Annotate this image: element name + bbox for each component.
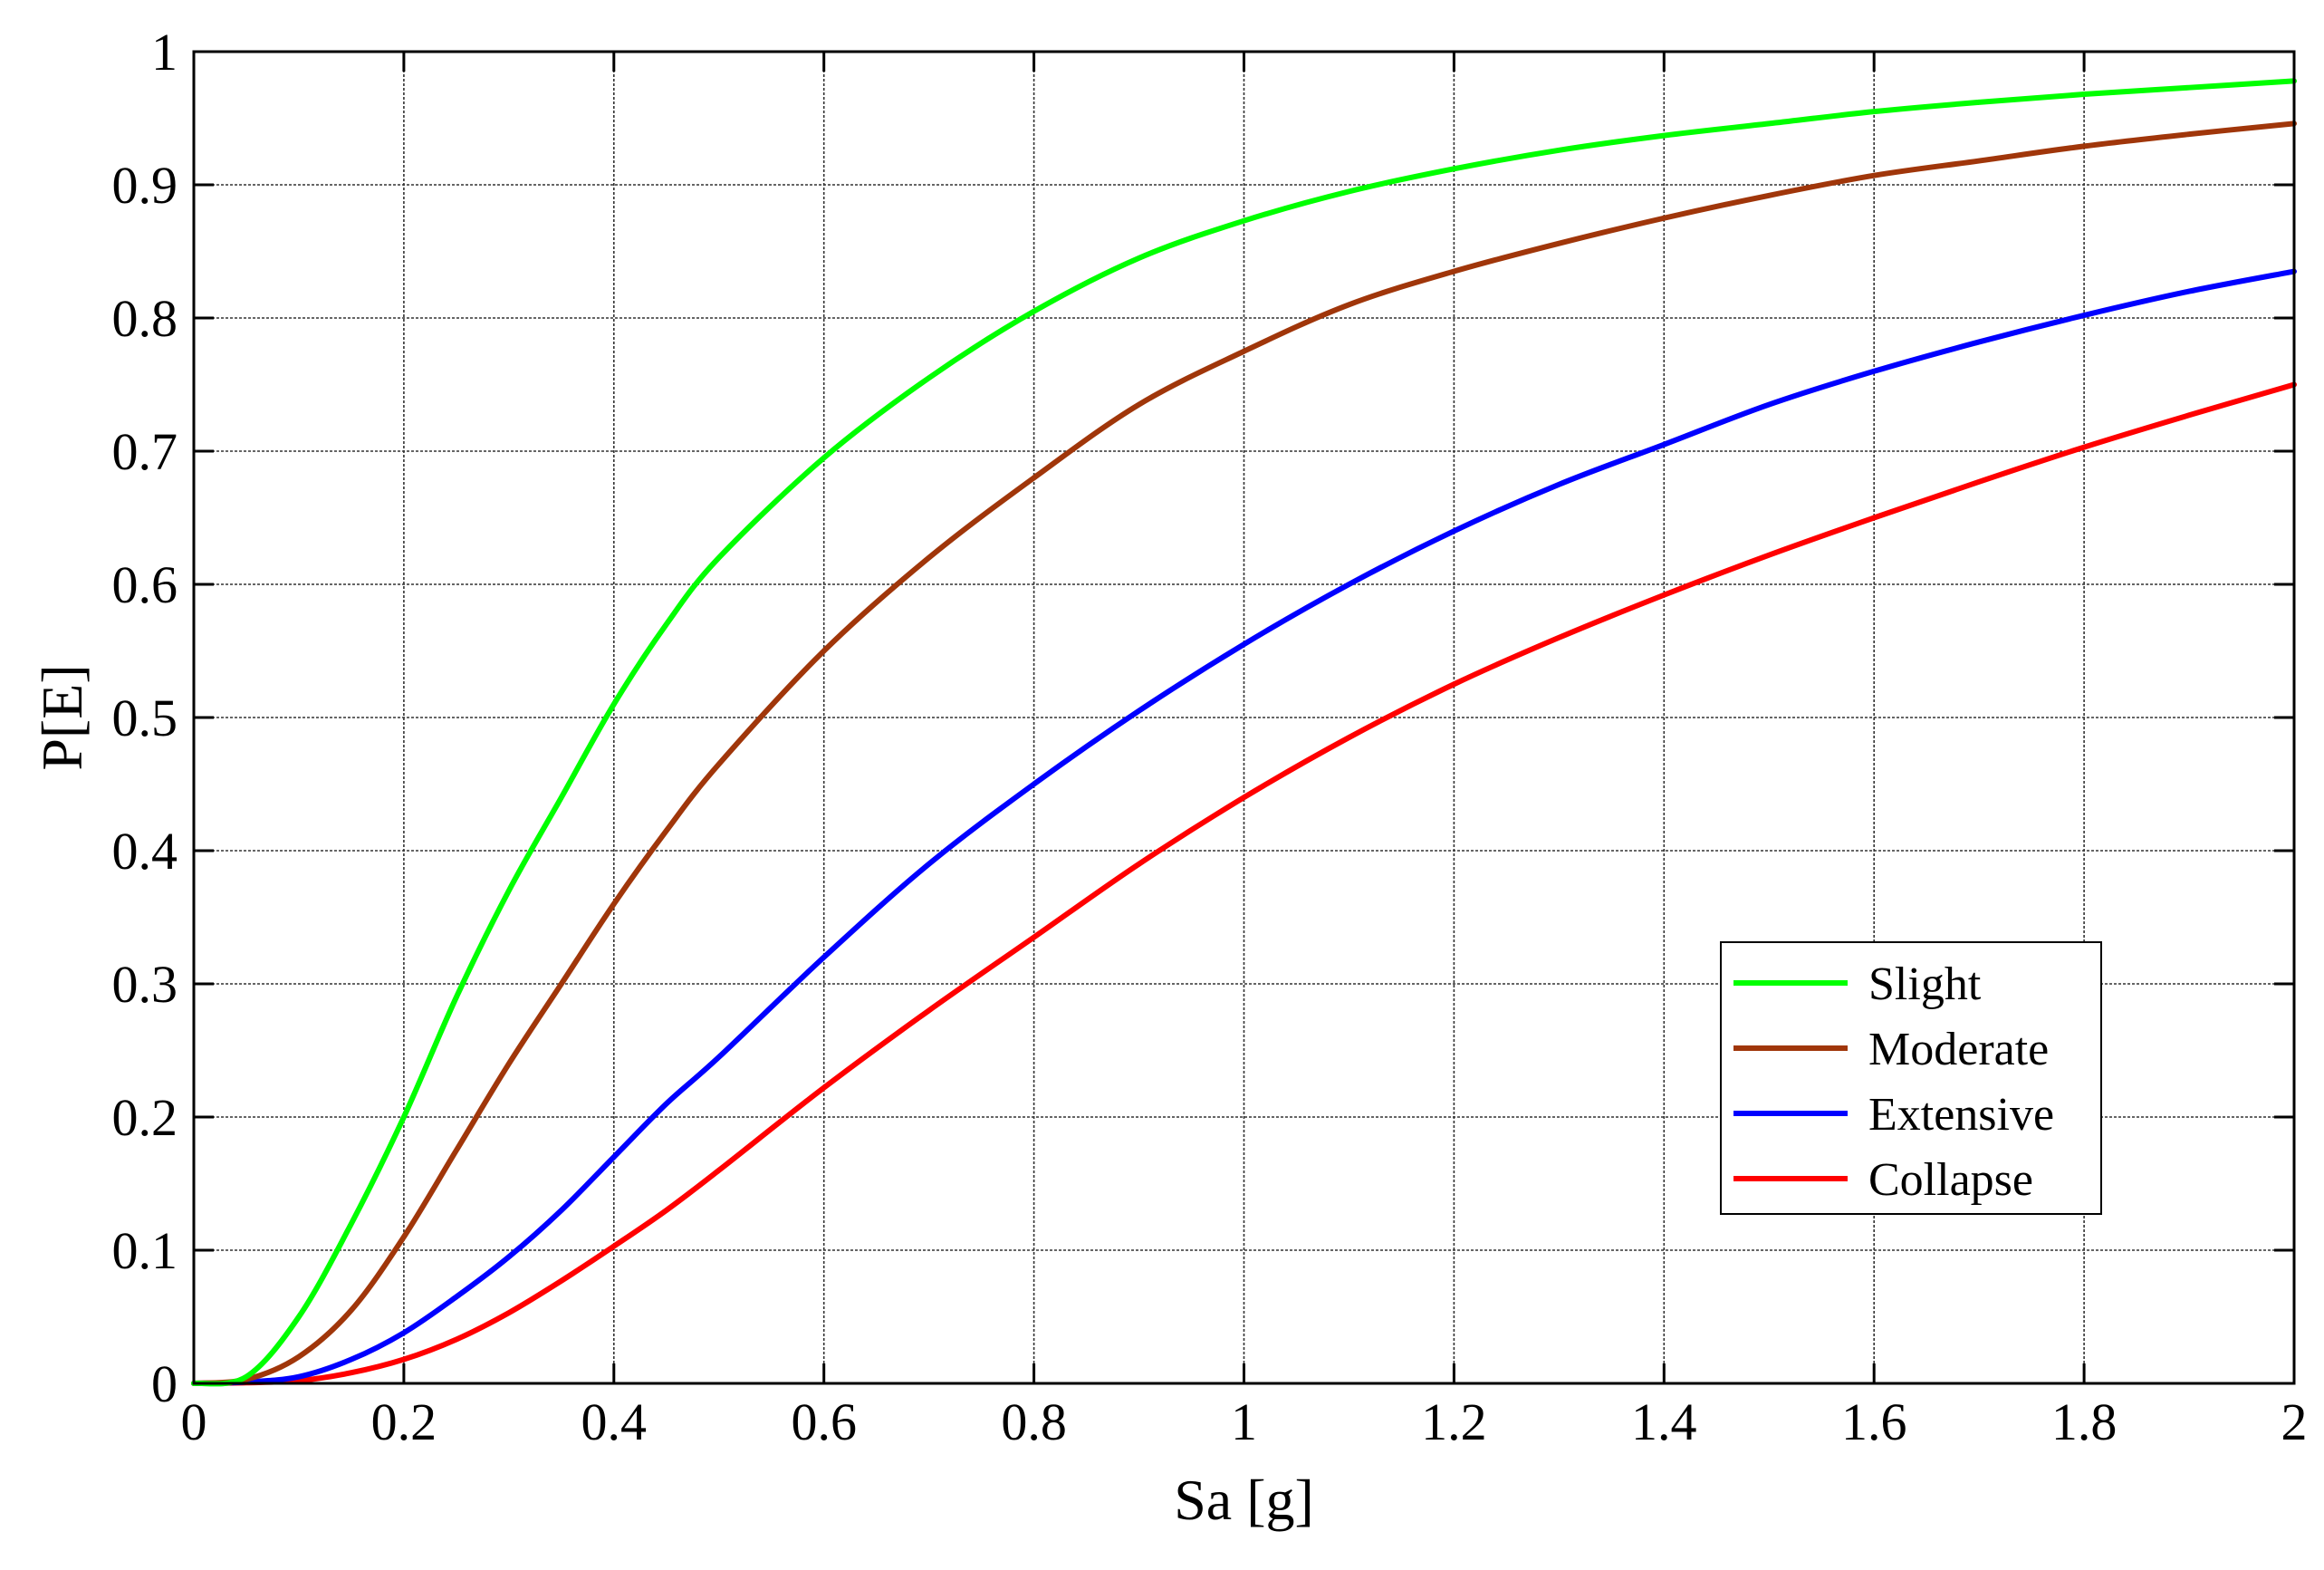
x-tick-label: 1 — [1231, 1392, 1257, 1451]
x-tick-label: 0.6 — [791, 1392, 857, 1451]
y-tick-label: 0.3 — [112, 955, 178, 1014]
x-tick-label: 1.4 — [1631, 1392, 1697, 1451]
y-tick-label: 0.2 — [112, 1088, 178, 1147]
y-tick-label: 0.6 — [112, 555, 178, 614]
legend: Slight Moderate Extensive Collapse — [1720, 941, 2102, 1215]
x-tick-label: 0.4 — [581, 1392, 648, 1451]
series-line-extensive — [191, 268, 2297, 1386]
series-line-collapse — [191, 381, 2297, 1386]
y-tick-label: 0.9 — [112, 156, 178, 215]
y-tick-label: 0.5 — [112, 689, 178, 747]
x-tick-label: 2 — [2281, 1392, 2308, 1451]
x-tick-label: 1.8 — [2051, 1392, 2118, 1451]
y-tick-label: 0.1 — [112, 1221, 178, 1280]
series-lines — [191, 78, 2297, 1387]
y-tick-label: 0.4 — [112, 822, 178, 881]
x-tick-label: 0 — [181, 1392, 207, 1451]
legend-label-moderate: Moderate — [1868, 1024, 2049, 1075]
tick-labels: 0 0.2 0.4 0.6 0.8 1 1.2 1.4 1.6 1.8 2 0 0.1 0.2 0.3 0.4… — [112, 23, 2308, 1451]
x-tick-label: 1.6 — [1841, 1392, 1907, 1451]
y-tick-label: 0 — [151, 1354, 178, 1413]
y-tick-label: 0.7 — [112, 422, 178, 481]
legend-box — [1720, 941, 2102, 1215]
legend-label-slight: Slight — [1868, 958, 1982, 1010]
ticks — [192, 50, 2296, 1385]
y-tick-label: 0.8 — [112, 289, 178, 348]
y-axis-label: P[E] — [30, 664, 94, 770]
x-axis-label: Sa [g] — [1174, 1468, 1314, 1532]
series-line-slight — [191, 78, 2297, 1387]
series-line-moderate — [191, 120, 2297, 1386]
legend-label-collapse: Collapse — [1868, 1154, 2033, 1206]
x-tick-label: 1.2 — [1421, 1392, 1487, 1451]
x-tick-label: 0.8 — [1001, 1392, 1067, 1451]
y-tick-label: 1 — [151, 23, 178, 82]
x-tick-label: 0.2 — [371, 1392, 437, 1451]
legend-label-extensive: Extensive — [1868, 1089, 2054, 1141]
